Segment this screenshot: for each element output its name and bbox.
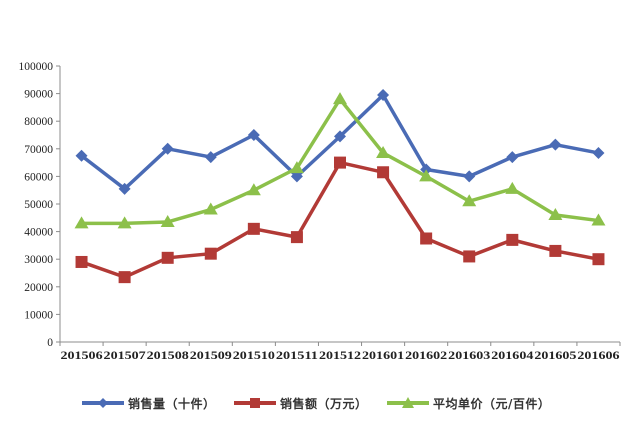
data-point-marker (377, 88, 390, 101)
diamond-marker-icon (82, 398, 124, 408)
legend-item-sales-amount: 销售额（万元） (232, 392, 368, 414)
data-point-marker (118, 182, 131, 195)
data-point-marker (333, 92, 347, 105)
data-point-marker (462, 194, 477, 207)
data-point-marker (549, 244, 562, 257)
y-tick-label: 20000 (24, 282, 53, 294)
y-tick-label: 10000 (24, 309, 53, 321)
data-point-marker (505, 181, 520, 194)
legend-label: 销售量（十件） (128, 396, 216, 411)
y-tick-label: 80000 (24, 116, 53, 128)
x-tick-label: 201508 (147, 350, 189, 362)
y-axis: 0 10000 20000 30000 40000 50000 60000 70000 8000… (19, 61, 61, 349)
x-tick-label: 201509 (190, 350, 232, 362)
x-axis: 201506 201507 201508 201509 201510 201511 2015… (59, 341, 621, 362)
chart-legend: 销售量（十件） 销售额（万元） 平均单价（元/百件） (0, 392, 642, 414)
data-point-marker (203, 202, 218, 215)
data-point-marker (74, 216, 89, 229)
data-point-marker (377, 166, 390, 179)
x-tick-label: 201506 (61, 350, 103, 362)
y-tick-label: 40000 (24, 227, 53, 239)
x-tick-label: 201512 (319, 350, 361, 362)
y-tick-label: 60000 (24, 171, 53, 183)
y-tick-label: 50000 (24, 199, 53, 211)
data-point-marker (204, 151, 217, 164)
data-point-marker (117, 216, 132, 229)
x-tick-label: 201511 (276, 350, 318, 362)
data-point-marker (591, 213, 606, 226)
legend-label: 销售额（万元） (280, 396, 368, 411)
data-point-marker (161, 142, 174, 155)
data-point-marker (548, 208, 563, 221)
series-1 (75, 156, 605, 284)
data-point-marker (463, 170, 476, 183)
y-tick-label: 30000 (24, 254, 53, 266)
data-point-marker (506, 151, 519, 164)
x-tick-label: 201604 (491, 350, 533, 362)
data-point-marker (290, 170, 303, 183)
y-tick-label: 90000 (24, 89, 53, 101)
data-point-marker (204, 247, 217, 260)
x-tick-label: 201601 (362, 350, 404, 362)
data-point-marker (246, 183, 261, 196)
legend-item-sales-volume: 销售量（十件） (80, 392, 216, 414)
data-point-marker (334, 130, 346, 143)
data-point-marker (506, 233, 519, 246)
x-tick-label: 201603 (448, 350, 490, 362)
square-marker-icon (234, 398, 276, 408)
data-point-marker (160, 214, 175, 227)
x-tick-label: 201605 (534, 350, 576, 362)
data-point-marker (161, 251, 174, 264)
y-tick-label: 100000 (19, 61, 54, 73)
data-point-marker (592, 253, 605, 266)
series-layer (74, 88, 606, 284)
y-tick-label: 0 (47, 337, 53, 349)
data-point-marker (75, 255, 88, 268)
data-point-marker (290, 231, 303, 244)
legend-label: 平均单价（元/百件） (433, 396, 551, 411)
data-point-marker (376, 145, 391, 158)
series-2 (74, 92, 606, 229)
data-point-marker (334, 156, 346, 169)
data-point-marker (420, 232, 433, 245)
x-tick-label: 201606 (577, 350, 619, 362)
data-point-marker (419, 169, 434, 182)
data-point-marker (549, 138, 562, 151)
triangle-marker-icon (387, 397, 429, 408)
data-point-marker (247, 129, 260, 141)
data-point-marker (463, 250, 476, 263)
data-point-marker (118, 271, 131, 284)
data-point-marker (247, 222, 260, 235)
legend-item-average-price: 平均单价（元/百件） (385, 392, 550, 414)
x-tick-label: 201507 (104, 350, 146, 362)
series-0 (75, 88, 605, 195)
data-point-marker (75, 149, 88, 162)
data-point-marker (592, 146, 605, 159)
x-tick-label: 201602 (405, 350, 447, 362)
x-tick-label: 201510 (233, 350, 275, 362)
data-point-marker (289, 161, 304, 174)
y-tick-label: 70000 (24, 144, 53, 156)
series-line (79, 160, 601, 279)
